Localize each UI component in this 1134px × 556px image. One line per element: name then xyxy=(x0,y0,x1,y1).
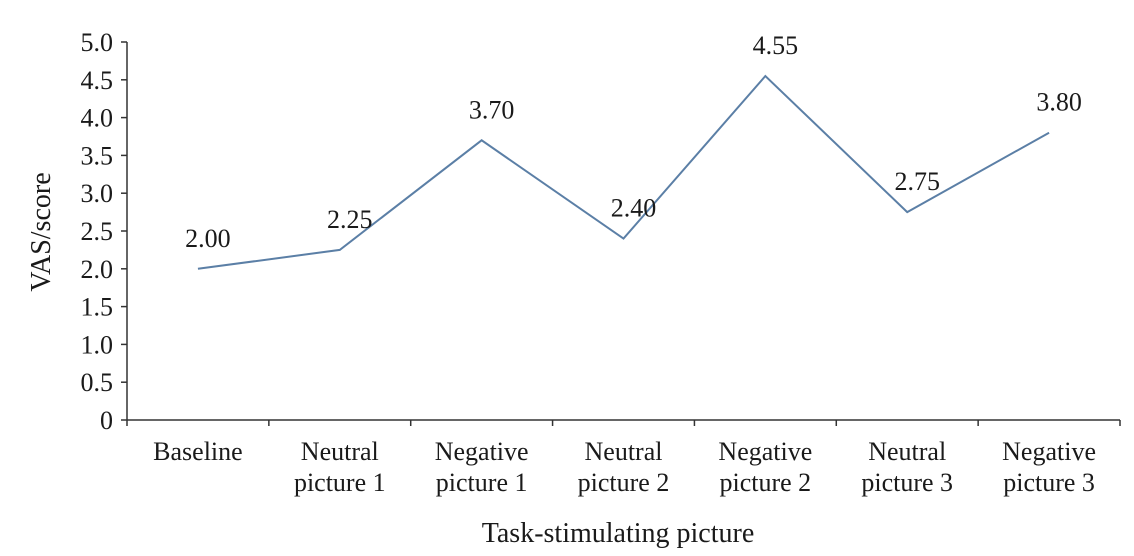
y-tick-label: 3.0 xyxy=(81,179,114,208)
axes xyxy=(126,42,1120,421)
data-label: 2.25 xyxy=(327,205,373,234)
x-tick-label: Negative picture 3 xyxy=(1002,437,1096,497)
x-tick-label: Baseline xyxy=(153,437,243,466)
series-line xyxy=(197,74,1050,270)
y-tick-label: 0 xyxy=(100,406,113,435)
series-group: 2.00 2.25 3.70 2.40 4.55 2.75 3.80 xyxy=(185,31,1082,270)
y-tick-label: 4.5 xyxy=(81,66,114,95)
y-tick-label: 4.0 xyxy=(81,104,114,133)
y-tick-label: 5.0 xyxy=(81,28,114,57)
y-tick-label: 2.5 xyxy=(81,217,114,246)
data-label: 3.70 xyxy=(469,95,515,124)
x-tick-label: Negative picture 1 xyxy=(435,437,529,497)
y-tick-label: 3.5 xyxy=(81,141,114,170)
data-label: 3.80 xyxy=(1036,88,1082,117)
x-tick-label: Neutral picture 3 xyxy=(861,437,953,497)
x-tick-label: Negative picture 2 xyxy=(718,437,812,497)
x-axis-title: Task-stimulating picture xyxy=(482,518,755,549)
x-axis-category-labels: Baseline Neutral picture 1 Negative picture … xyxy=(126,420,1121,497)
y-axis-title: VAS/score xyxy=(26,172,57,291)
x-tick-label: Neutral picture 2 xyxy=(578,437,670,497)
data-label: 4.55 xyxy=(753,31,799,60)
y-axis-ticks: 0 0.5 1.0 1.5 2.0 2.5 3.0 3.5 4.0 4.5 5.0 xyxy=(81,28,127,435)
y-tick-label: 1.0 xyxy=(81,330,114,359)
y-tick-label: 0.5 xyxy=(81,368,114,397)
data-label: 2.00 xyxy=(185,224,231,253)
x-tick-label: Neutral picture 1 xyxy=(294,437,386,497)
data-label: 2.75 xyxy=(894,167,940,196)
data-label: 2.40 xyxy=(611,194,657,223)
y-tick-label: 2.0 xyxy=(81,255,114,284)
y-tick-label: 1.5 xyxy=(81,293,114,322)
